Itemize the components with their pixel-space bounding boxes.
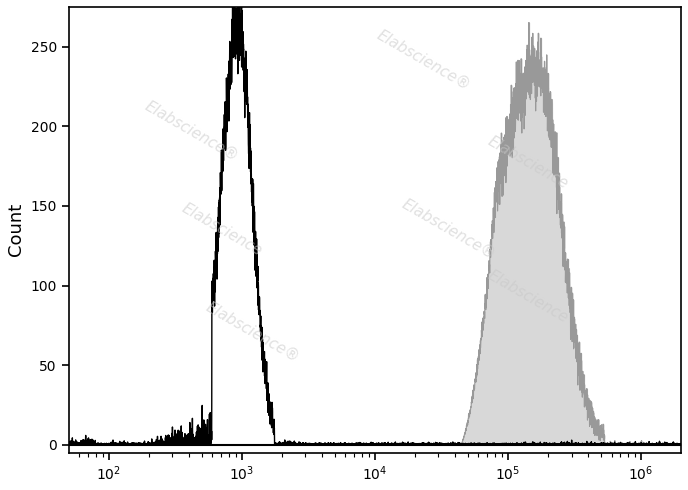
Text: Elabscience®: Elabscience® — [203, 299, 302, 365]
Text: Elabscience®: Elabscience® — [399, 197, 498, 263]
Text: Elabscience: Elabscience — [485, 268, 571, 326]
Text: Elabscience®: Elabscience® — [142, 99, 241, 165]
Text: Elabscience®: Elabscience® — [374, 27, 473, 93]
Text: Elabscience: Elabscience — [485, 134, 571, 192]
Y-axis label: Count: Count — [7, 203, 25, 256]
Text: Elabscience: Elabscience — [179, 201, 265, 259]
